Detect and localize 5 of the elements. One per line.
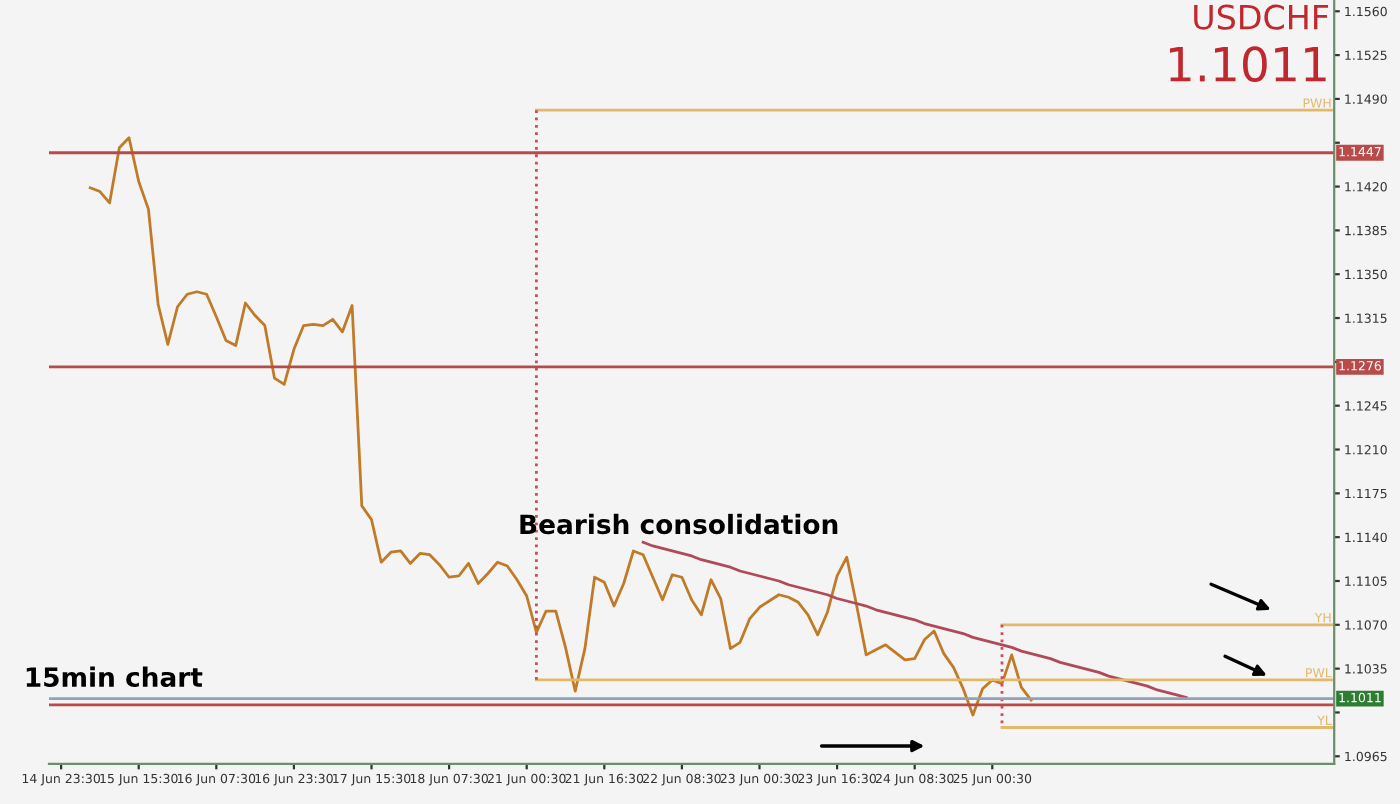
chart-title: USDCHF (1194, 4, 1329, 30)
text: 1.1011 (1169, 46, 1326, 83)
annotation: 15min chart (26, 666, 203, 688)
annotation: Bearish consolidation (520, 513, 838, 535)
line-series (641, 540, 1188, 699)
